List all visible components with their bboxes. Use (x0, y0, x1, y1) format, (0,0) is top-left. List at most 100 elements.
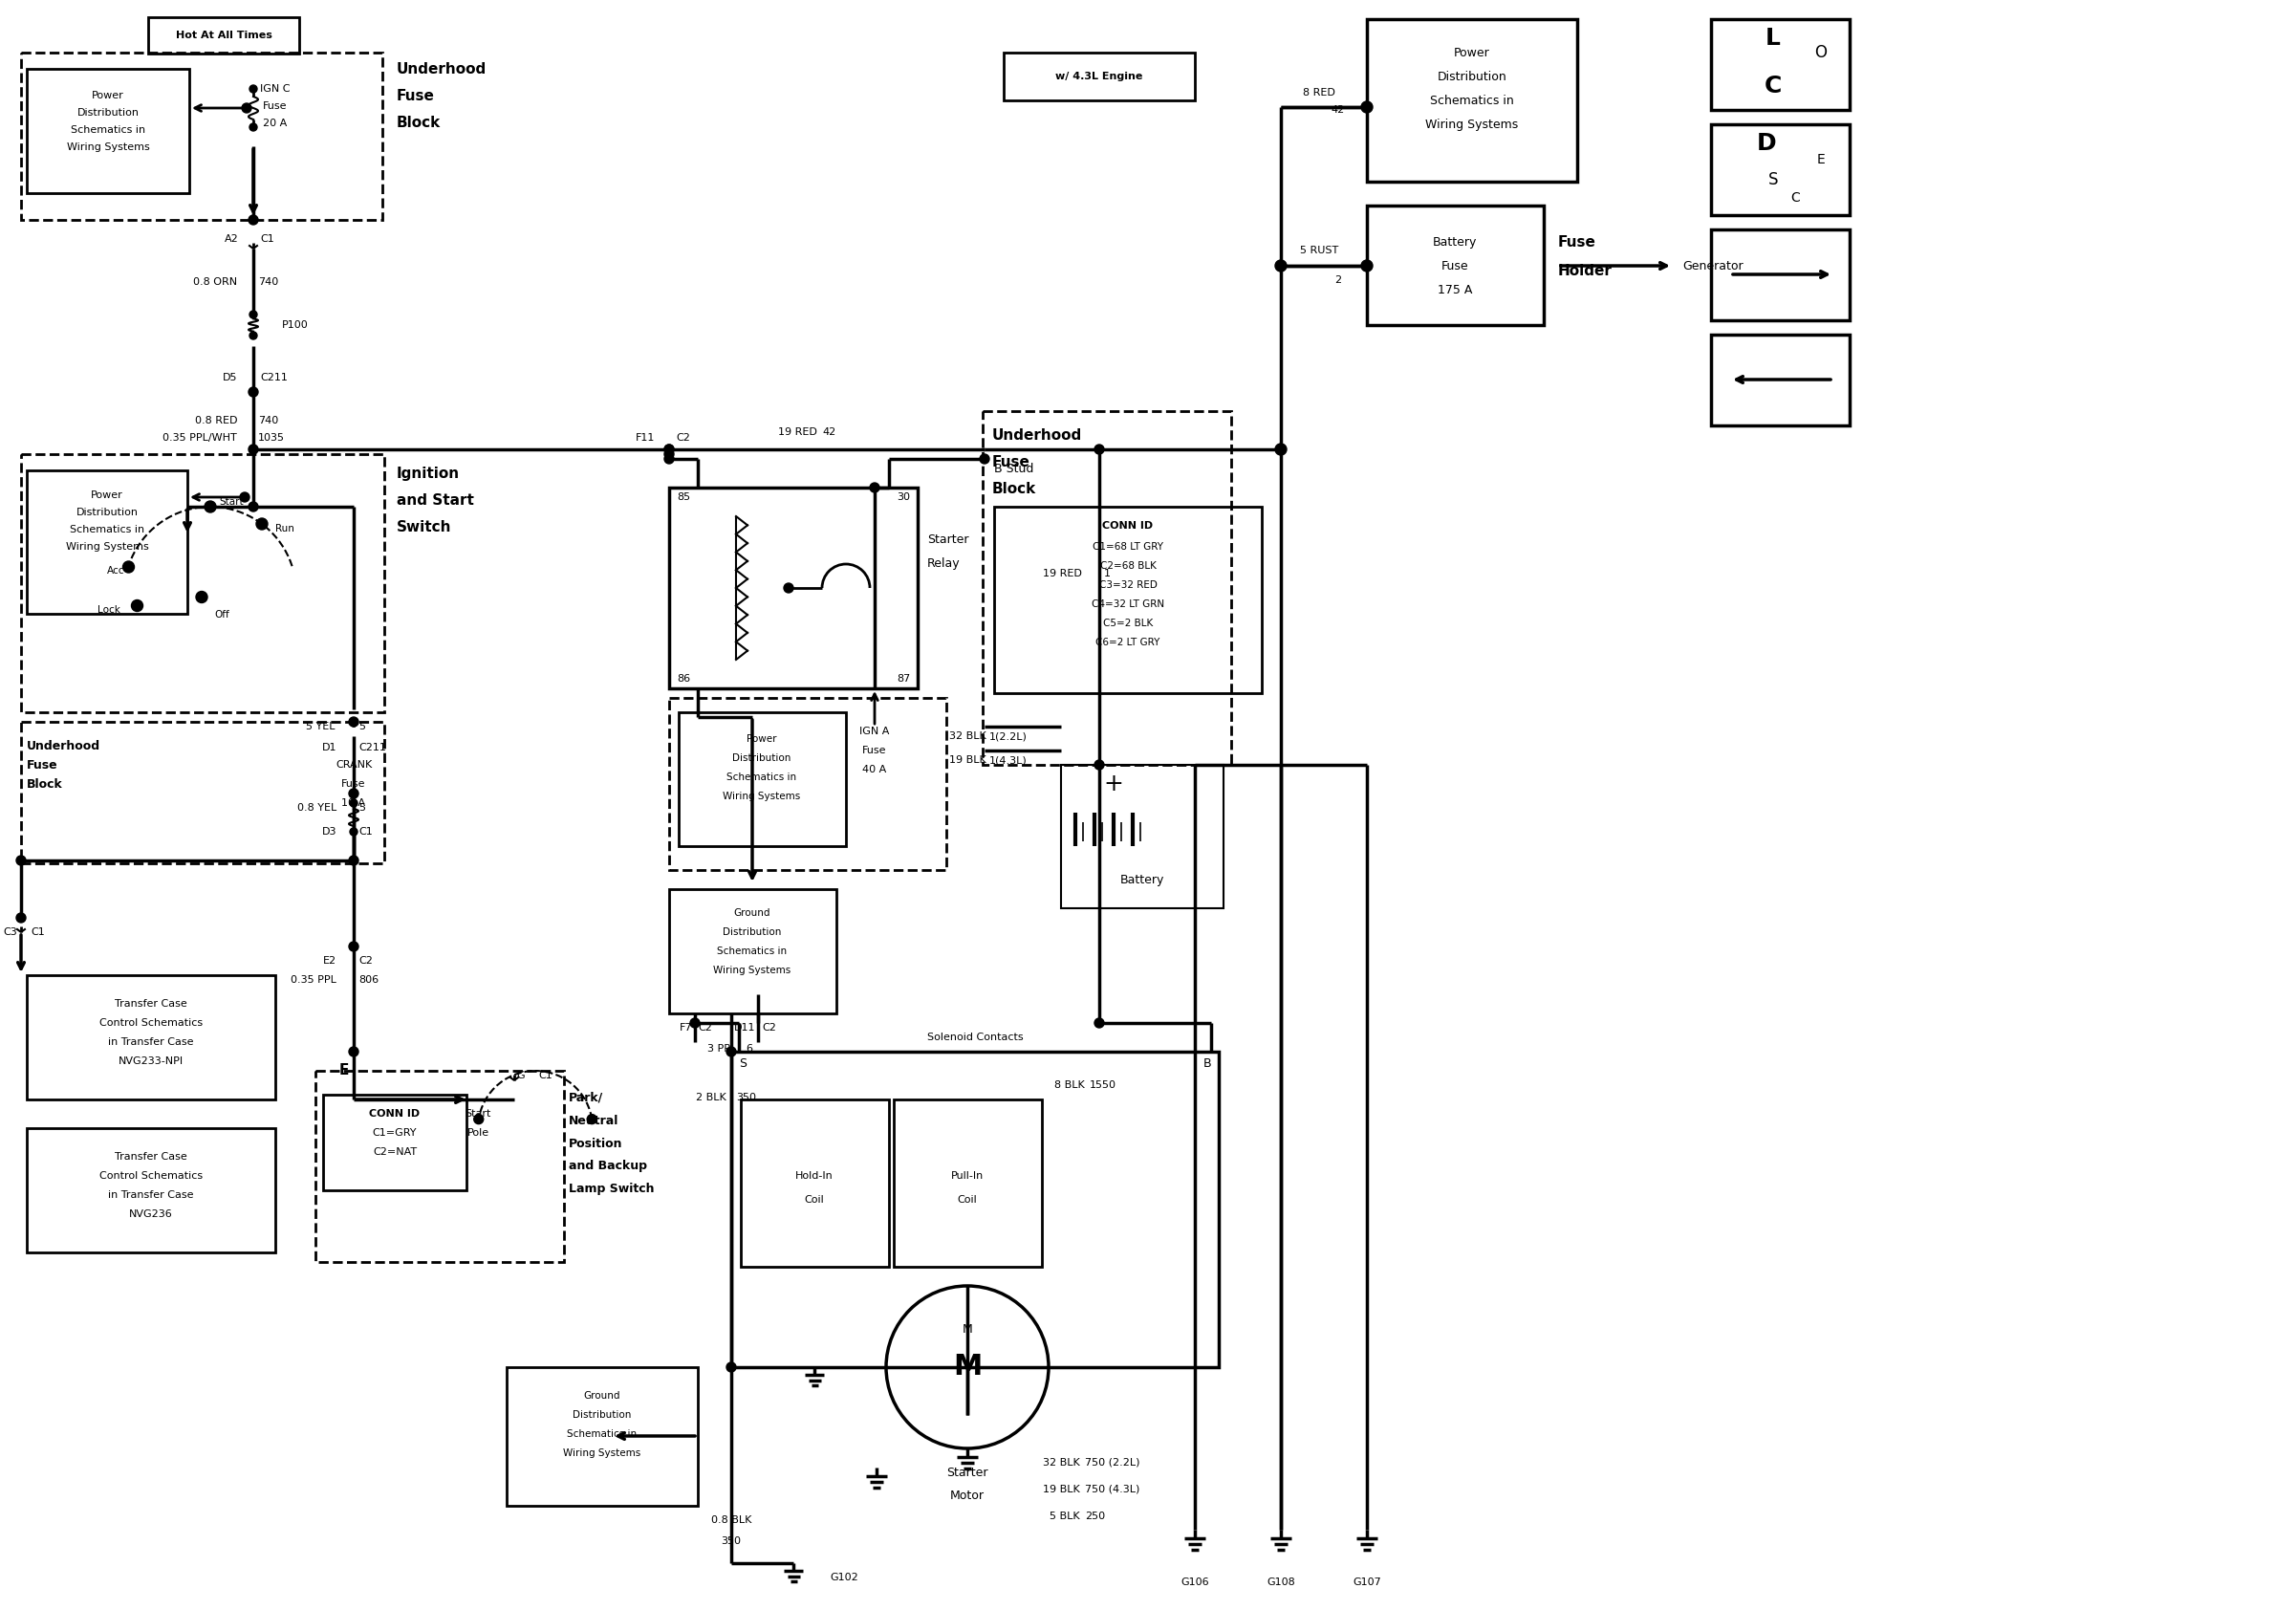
Text: Underhood: Underhood (397, 61, 487, 76)
Text: Transfer Case: Transfer Case (115, 1153, 188, 1161)
Text: 0.8 BLK: 0.8 BLK (712, 1515, 751, 1525)
Text: 19 BLK: 19 BLK (951, 755, 987, 765)
Circle shape (1362, 101, 1373, 113)
Text: and Backup: and Backup (569, 1161, 647, 1172)
Text: L: L (1766, 27, 1782, 50)
Bar (680, 712, 845, 847)
Text: Ground: Ground (735, 908, 771, 918)
Bar (28, 1129, 276, 1253)
Bar (28, 470, 188, 613)
Text: C3: C3 (2, 927, 16, 937)
Text: Holder: Holder (1559, 264, 1612, 279)
Text: Position: Position (569, 1137, 622, 1150)
Text: C3=32 RED: C3=32 RED (1100, 580, 1157, 589)
Circle shape (1095, 760, 1104, 770)
Bar (21, 53, 383, 221)
Text: Acc: Acc (106, 567, 124, 576)
Text: Lock: Lock (96, 605, 119, 615)
Text: Wiring Systems: Wiring Systems (67, 142, 149, 151)
Text: 1550: 1550 (1091, 1080, 1116, 1090)
Bar (1711, 230, 1851, 320)
Text: Starter: Starter (928, 535, 969, 546)
Bar (1711, 19, 1851, 109)
Text: Schematics in: Schematics in (71, 126, 145, 135)
Text: Coil: Coil (957, 1195, 978, 1204)
Text: and Start: and Start (397, 493, 473, 507)
Text: in Transfer Case: in Transfer Case (108, 1190, 193, 1199)
Text: M: M (953, 1354, 983, 1381)
Circle shape (241, 103, 250, 113)
Text: A2: A2 (225, 233, 239, 243)
Bar (893, 1100, 1042, 1267)
Text: 30: 30 (898, 493, 909, 502)
Text: C211: C211 (358, 742, 386, 752)
Text: CONN ID: CONN ID (1102, 522, 1153, 531)
Text: NVG236: NVG236 (129, 1209, 172, 1219)
Bar (668, 889, 836, 1013)
Circle shape (349, 716, 358, 726)
Circle shape (726, 1362, 737, 1372)
Text: 740: 740 (257, 415, 278, 425)
Text: Starter: Starter (946, 1467, 987, 1478)
Text: Distribution: Distribution (1437, 71, 1506, 82)
Text: 175 A: 175 A (1437, 283, 1472, 296)
Bar (668, 488, 918, 689)
Text: Distribution: Distribution (78, 108, 140, 118)
Bar (1711, 335, 1851, 425)
Text: Relay: Relay (928, 557, 960, 570)
Circle shape (664, 444, 675, 454)
Circle shape (250, 85, 257, 93)
Text: 5: 5 (358, 721, 365, 731)
Text: C1: C1 (537, 1071, 553, 1080)
Text: C2: C2 (358, 956, 372, 966)
Text: C1: C1 (358, 828, 372, 837)
Circle shape (1274, 444, 1286, 456)
Circle shape (248, 216, 257, 225)
Text: Park/: Park/ (569, 1092, 604, 1104)
Bar (1366, 206, 1543, 325)
Text: Fuse: Fuse (28, 758, 57, 771)
Bar (1003, 53, 1194, 100)
Bar (28, 69, 188, 193)
Text: Power: Power (92, 90, 124, 100)
Text: D5: D5 (223, 374, 236, 383)
Circle shape (349, 1046, 358, 1056)
Text: Hold-In: Hold-In (794, 1170, 833, 1180)
Text: B Stud: B Stud (994, 462, 1033, 475)
Text: Lamp Switch: Lamp Switch (569, 1183, 654, 1196)
Text: 750 (4.3L): 750 (4.3L) (1086, 1484, 1139, 1494)
Text: B: B (1203, 1056, 1210, 1069)
Text: Switch: Switch (397, 520, 452, 535)
Text: Block: Block (992, 481, 1035, 496)
Bar (994, 507, 1263, 694)
Text: Fuse: Fuse (264, 101, 287, 111)
Circle shape (1362, 261, 1373, 272)
Text: Distribution: Distribution (732, 753, 792, 763)
Text: Off: Off (214, 610, 230, 620)
Text: 250: 250 (1086, 1512, 1104, 1521)
Text: G102: G102 (829, 1573, 859, 1583)
Text: Start: Start (220, 497, 243, 507)
Text: Neutral: Neutral (569, 1114, 620, 1127)
Text: C4=32 LT GRN: C4=32 LT GRN (1091, 599, 1164, 609)
Text: G106: G106 (1180, 1578, 1210, 1587)
Text: D3: D3 (321, 828, 338, 837)
Circle shape (239, 493, 250, 502)
Text: Coil: Coil (804, 1195, 824, 1204)
Circle shape (204, 501, 216, 512)
Circle shape (870, 483, 879, 493)
Circle shape (248, 502, 257, 512)
Text: E: E (340, 1064, 349, 1079)
Text: Fuse: Fuse (1442, 259, 1469, 272)
Text: Distribution: Distribution (574, 1410, 631, 1420)
Bar (1711, 124, 1851, 216)
Text: 5: 5 (358, 803, 365, 813)
Text: 6: 6 (746, 1043, 753, 1053)
Text: M: M (962, 1323, 974, 1335)
Text: G108: G108 (1267, 1578, 1295, 1587)
Circle shape (980, 454, 990, 464)
Bar (742, 1100, 889, 1267)
Circle shape (691, 1018, 700, 1027)
Circle shape (16, 855, 25, 865)
Text: 85: 85 (677, 493, 691, 502)
